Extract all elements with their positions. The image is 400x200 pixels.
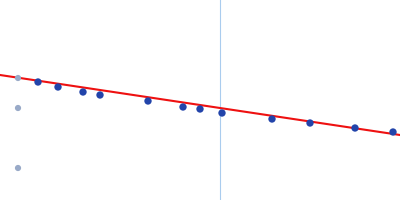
Point — [219, 111, 225, 115]
Point — [35, 80, 41, 84]
Point — [15, 166, 21, 170]
Point — [15, 106, 21, 110]
Point — [180, 105, 186, 109]
Point — [269, 117, 275, 121]
Point — [97, 93, 103, 97]
Point — [145, 99, 151, 103]
Point — [197, 107, 203, 111]
Point — [307, 121, 313, 125]
Point — [80, 90, 86, 94]
Point — [55, 85, 61, 89]
Point — [352, 126, 358, 130]
Point — [390, 130, 396, 134]
Point — [15, 76, 21, 80]
